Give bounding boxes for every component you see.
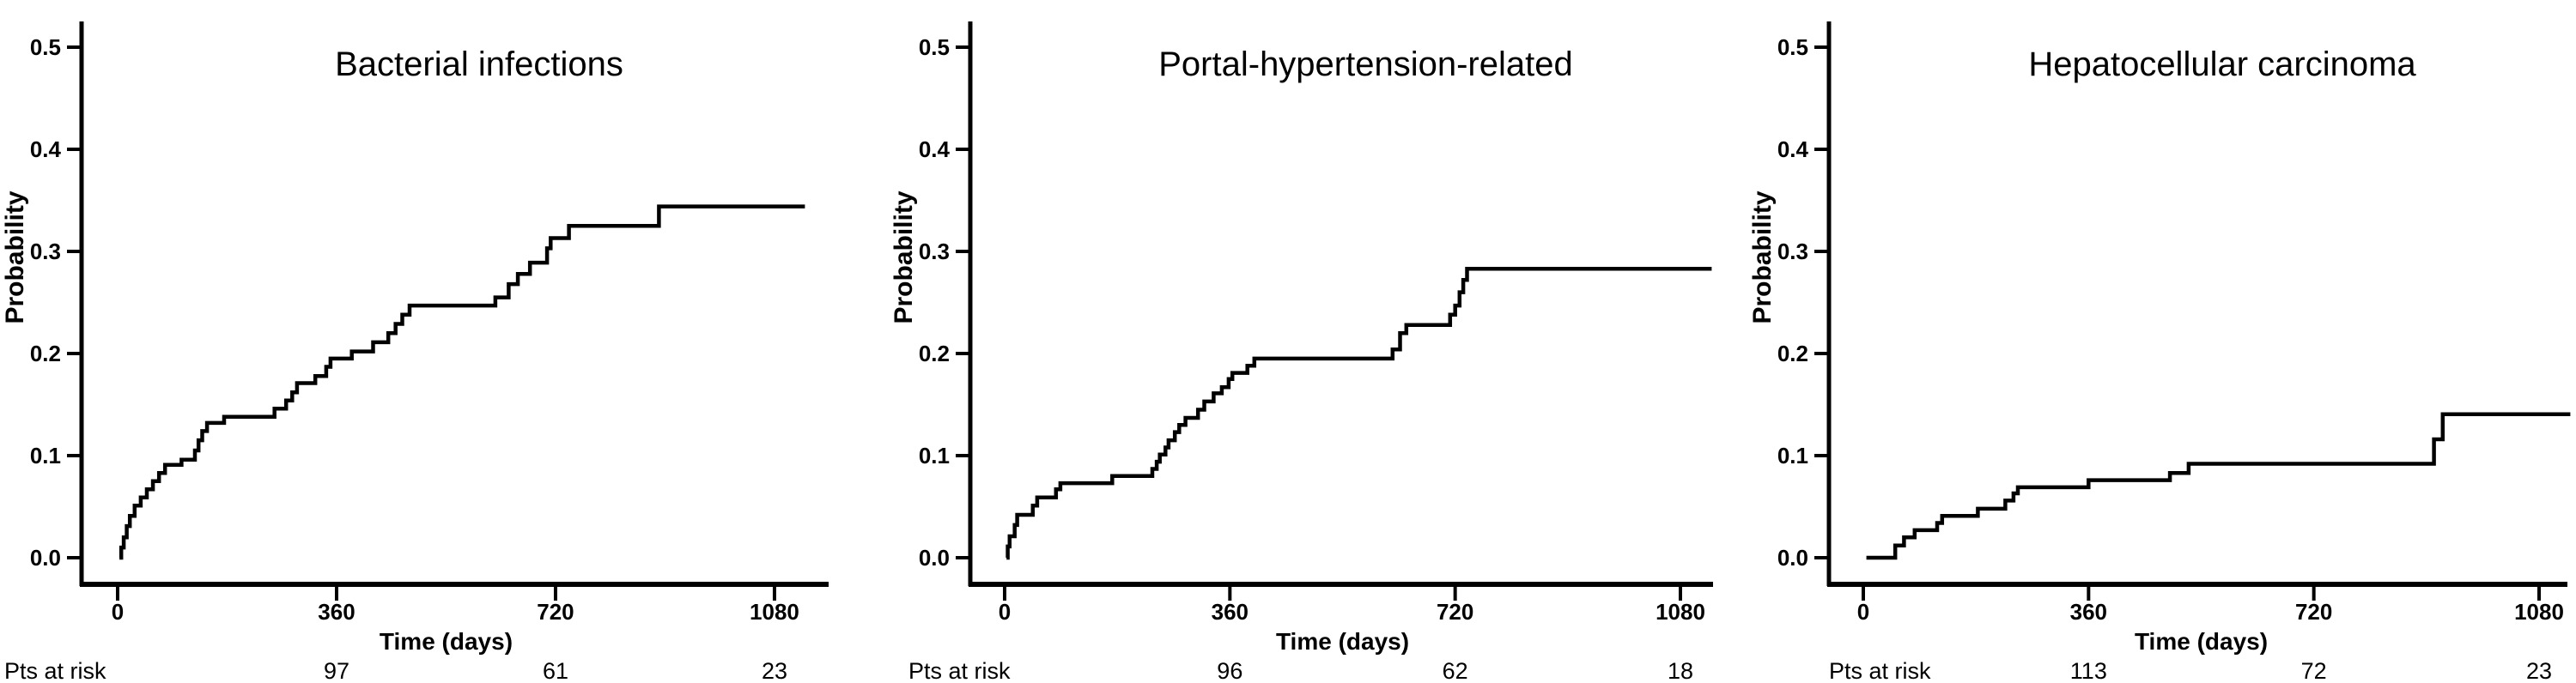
y-tick-label: 0.3 bbox=[1777, 239, 1808, 264]
pts-at-risk-count: 97 bbox=[324, 658, 349, 683]
x-tick-label: 1080 bbox=[1656, 599, 1705, 625]
y-tick-label: 0.1 bbox=[919, 443, 950, 468]
x-tick-label: 360 bbox=[2070, 599, 2107, 625]
pts-at-risk-label: Pts at risk bbox=[4, 658, 106, 683]
pts-at-risk-count: 23 bbox=[2526, 658, 2552, 683]
pts-at-risk-count: 96 bbox=[1217, 658, 1242, 683]
x-tick-label: 360 bbox=[318, 599, 355, 625]
x-axis-label: Time (days) bbox=[380, 628, 513, 655]
pts-at-risk-label: Pts at risk bbox=[908, 658, 1011, 683]
y-tick-label: 0.1 bbox=[30, 443, 61, 468]
x-axis-label: Time (days) bbox=[1276, 628, 1409, 655]
y-axis-label: Probability bbox=[1748, 190, 1777, 323]
pts-at-risk-label: Pts at risk bbox=[1829, 658, 1931, 683]
x-tick-label: 1080 bbox=[750, 599, 799, 625]
y-tick-label: 0.5 bbox=[1777, 34, 1808, 60]
y-tick-label: 0.2 bbox=[30, 341, 61, 366]
x-tick-label: 720 bbox=[537, 599, 574, 625]
survival-step-curve bbox=[1005, 266, 1712, 560]
chart-title: Hepatocellular carcinoma bbox=[2028, 45, 2416, 83]
x-tick-label: 0 bbox=[1857, 599, 1869, 625]
x-tick-label: 0 bbox=[999, 599, 1011, 625]
y-axis-label: Probability bbox=[1, 190, 29, 323]
y-tick-label: 0.0 bbox=[919, 545, 950, 571]
pts-at-risk-count: 18 bbox=[1668, 658, 1693, 683]
km-plot-svg: Portal-hypertension-related 0.0 0.1 0.2 0.3 0… bbox=[890, 21, 1713, 683]
chart-title: Portal-hypertension-related bbox=[1158, 45, 1572, 83]
pts-at-risk-count: 23 bbox=[762, 658, 787, 683]
survival-step-curve bbox=[1866, 412, 2571, 560]
y-tick-label: 0.3 bbox=[30, 239, 61, 264]
y-tick-label: 0.4 bbox=[30, 136, 62, 162]
pts-at-risk-count: 113 bbox=[2070, 658, 2107, 683]
survival-step-curve bbox=[118, 204, 805, 560]
y-axis-label: Probability bbox=[890, 190, 918, 323]
y-tick-label: 0.1 bbox=[1777, 443, 1808, 468]
x-axis-label: Time (days) bbox=[2135, 628, 2268, 655]
km-panel-portal-hypertension-related: Portal-hypertension-related 0.0 0.1 0.2 0.3 0… bbox=[859, 0, 1717, 683]
y-tick-label: 0.0 bbox=[30, 545, 61, 571]
y-tick-label: 0.2 bbox=[1777, 341, 1808, 366]
y-tick-label: 0.4 bbox=[1777, 136, 1809, 162]
pts-at-risk-count: 62 bbox=[1443, 658, 1468, 683]
y-tick-label: 0.2 bbox=[919, 341, 950, 366]
y-tick-label: 0.0 bbox=[1777, 545, 1808, 571]
pts-at-risk-count: 61 bbox=[543, 658, 568, 683]
y-tick-label: 0.4 bbox=[919, 136, 951, 162]
y-tick-label: 0.5 bbox=[30, 34, 61, 60]
y-tick-label: 0.3 bbox=[919, 239, 950, 264]
km-plot-svg: Hepatocellular carcinoma 0.0 0.1 0.2 0.3 0.4 0… bbox=[1748, 21, 2571, 683]
x-tick-label: 1080 bbox=[2514, 599, 2564, 625]
y-tick-label: 0.5 bbox=[919, 34, 950, 60]
km-panel-bacterial-infections: Bacterial infections 0.0 0.1 0.2 0.3 0.4 0.5 Pr… bbox=[0, 0, 859, 683]
chart-title: Bacterial infections bbox=[335, 45, 623, 83]
x-tick-label: 0 bbox=[112, 599, 124, 625]
x-tick-label: 720 bbox=[1437, 599, 1473, 625]
pts-at-risk-count: 72 bbox=[2301, 658, 2327, 683]
km-plot-svg: Bacterial infections 0.0 0.1 0.2 0.3 0.4 0.5 Pr… bbox=[1, 21, 829, 683]
km-panel-hepatocellular-carcinoma: Hepatocellular carcinoma 0.0 0.1 0.2 0.3 0.4 0… bbox=[1717, 0, 2576, 683]
x-tick-label: 720 bbox=[2295, 599, 2332, 625]
x-tick-label: 360 bbox=[1212, 599, 1249, 625]
